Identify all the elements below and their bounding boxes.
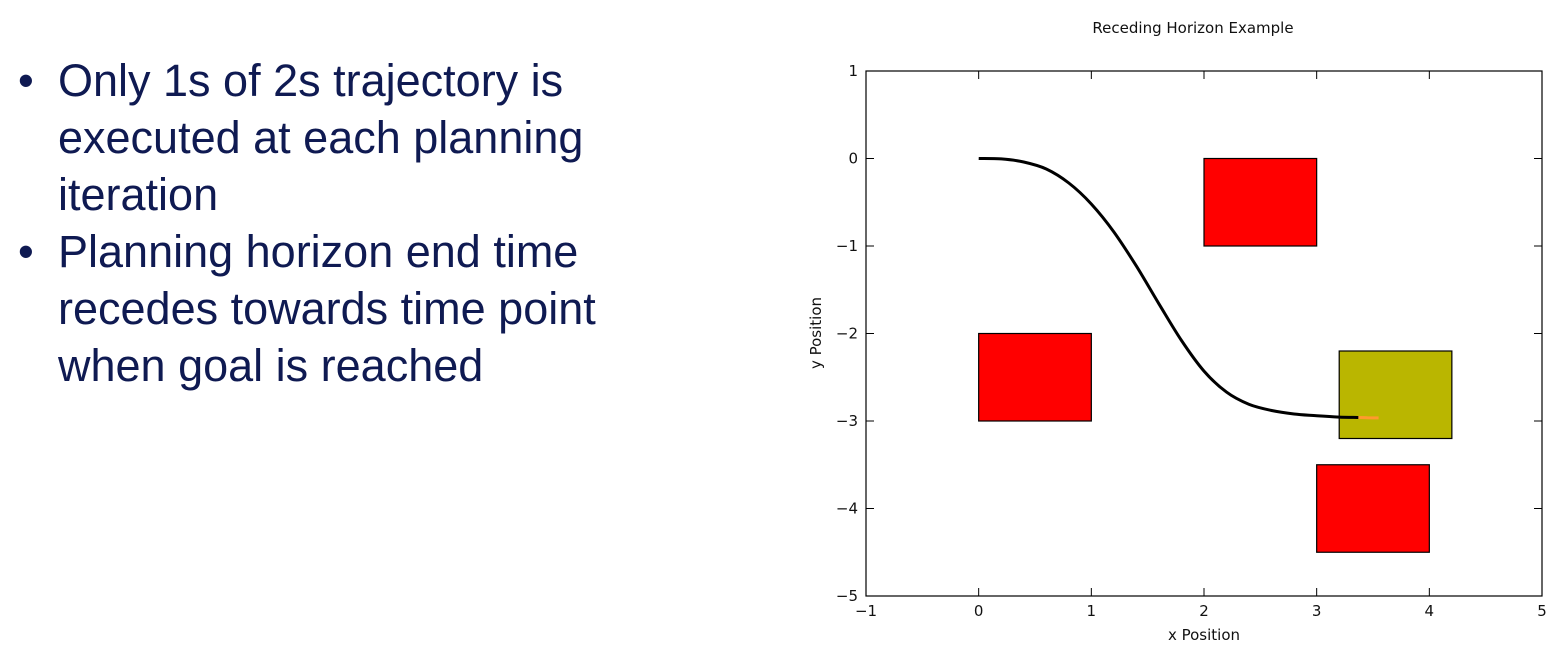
bullet-item-2: • Planning horizon end time recedes towa… xyxy=(14,223,714,394)
goal-group xyxy=(1338,350,1453,440)
plot-frame xyxy=(865,70,1543,597)
x-tick-label: 2 xyxy=(1199,602,1209,620)
y-tick-label: −4 xyxy=(836,500,858,518)
obstacle-rect-2 xyxy=(1203,157,1318,247)
obstacle-rect-3 xyxy=(1316,464,1430,553)
chart-title: Receding Horizon Example xyxy=(1092,19,1293,37)
y-tick-label: −1 xyxy=(836,237,858,255)
x-tick-label: 3 xyxy=(1312,602,1322,620)
bullet-text-1: Only 1s of 2s trajectory is executed at … xyxy=(58,55,584,220)
chart-container: Receding Horizon Example −1 0 1 2 3 4 5 1 0 −1 −2… xyxy=(790,0,1565,651)
x-tick-label: 4 xyxy=(1425,602,1435,620)
y-tick-label: 1 xyxy=(848,62,858,80)
y-axis-ticks: 1 0 −1 −2 −3 −4 −5 xyxy=(836,62,1542,605)
bullet-item-1: • Only 1s of 2s trajectory is executed a… xyxy=(14,52,714,223)
x-tick-label: 0 xyxy=(974,602,984,620)
y-axis-label: y Position xyxy=(807,297,825,369)
x-tick-label: 5 xyxy=(1537,602,1547,620)
bullet-text-2: Planning horizon end time recedes toward… xyxy=(58,226,596,391)
obstacles-group xyxy=(978,157,1430,553)
bullet-dot-icon: • xyxy=(18,55,34,106)
goal-rect xyxy=(1338,350,1453,440)
y-tick-label: −5 xyxy=(836,587,858,605)
x-tick-label: 1 xyxy=(1087,602,1097,620)
receding-horizon-chart: Receding Horizon Example −1 0 1 2 3 4 5 1 0 −1 −2… xyxy=(807,19,1547,644)
y-tick-label: −3 xyxy=(836,412,858,430)
x-tick-label: −1 xyxy=(855,602,877,620)
bullet-dot-icon: • xyxy=(18,226,34,277)
x-axis-ticks: −1 0 1 2 3 4 5 xyxy=(855,71,1547,620)
bullet-list: • Only 1s of 2s trajectory is executed a… xyxy=(14,52,714,394)
trajectory-line xyxy=(978,157,1359,419)
x-axis-label: x Position xyxy=(1168,626,1240,644)
obstacle-rect-1 xyxy=(978,332,1092,422)
y-tick-label: 0 xyxy=(848,150,858,168)
y-tick-label: −2 xyxy=(836,325,858,343)
